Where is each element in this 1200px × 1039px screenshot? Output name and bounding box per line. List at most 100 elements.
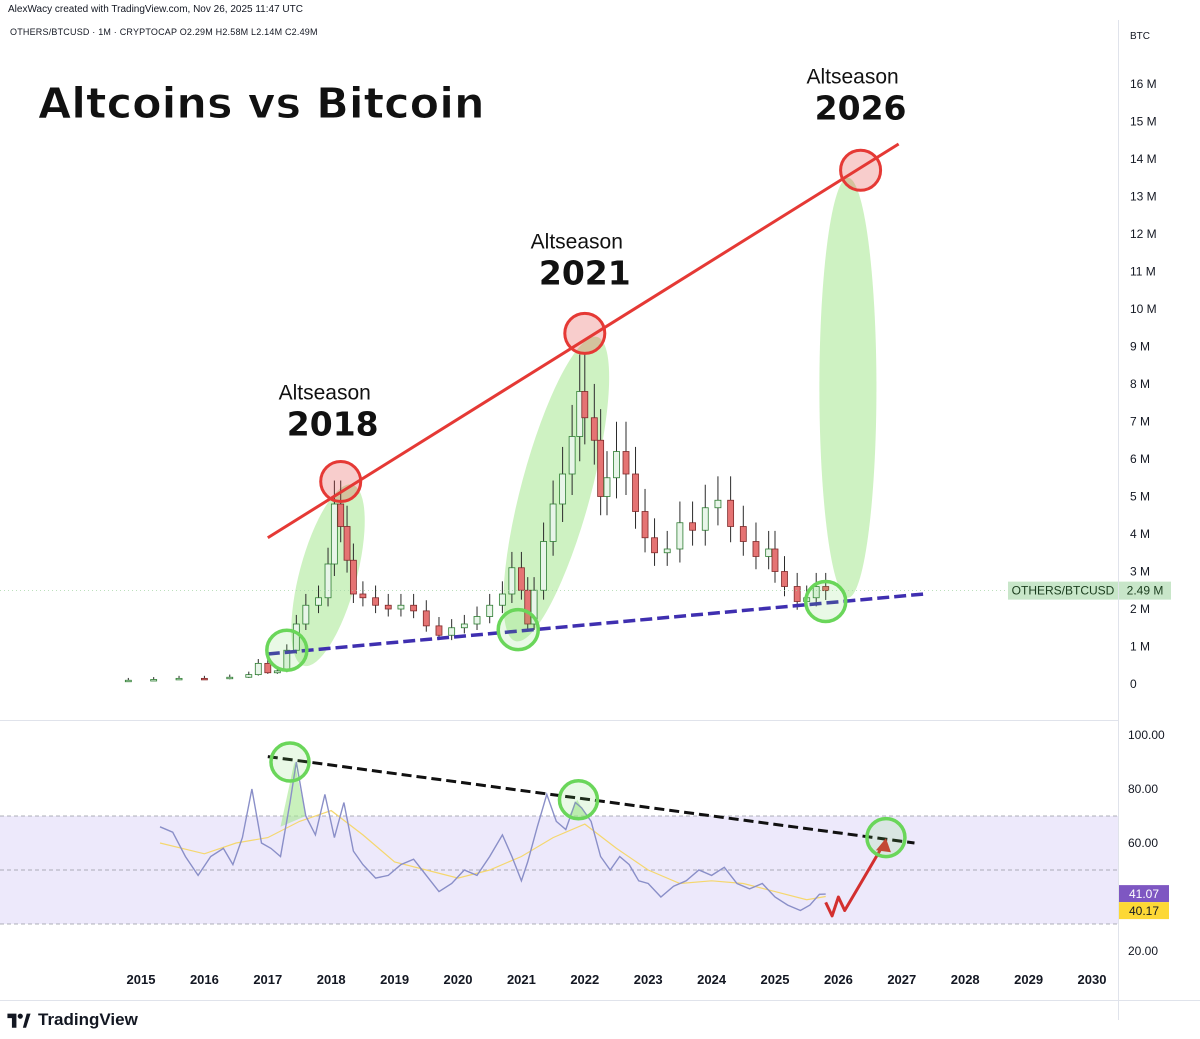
candle-body-12 [315,597,322,606]
rsi-value-badge [1119,885,1169,903]
price-tick-3: 3 M [1130,565,1150,579]
candle-body-45 [632,473,639,512]
annotation-year-1: 2021 [539,253,631,292]
candle-body-26 [460,623,468,629]
time-tick-6: 2021 [507,972,536,987]
rsi-projection-arrowhead [875,838,891,853]
candle-body-7 [264,662,272,674]
candle-body-18 [359,593,367,599]
price-tick-13: 13 M [1130,190,1157,204]
price-tick-15: 15 M [1130,115,1157,129]
rsi-circle-0 [269,741,311,783]
price-tick-11: 11 M [1130,265,1156,279]
candle-body-41 [597,439,605,497]
rsi-band [0,816,1118,924]
tradingview-brand: TradingView [38,1010,138,1029]
candle-body-40 [590,417,598,441]
price-axis-unit: BTC [1130,31,1150,42]
last-price-badge-text: 2.49 M [1127,584,1164,598]
price-tick-7: 7 M [1130,415,1150,429]
candle-body-52 [714,499,722,509]
series-name-badge-text: OTHERS/BTCUSD [1012,584,1115,598]
resistance-trendline [267,142,900,540]
candle-body-11 [302,604,310,625]
rsi-circle-1 [557,779,600,821]
price-tick-1: 1 M [1130,640,1150,654]
tradingview-logo-icon [7,1013,31,1028]
annotation-label-1: Altseason [531,230,623,253]
bottom-circle-1 [496,607,540,652]
price-tick-2: 2 M [1130,602,1150,616]
price-tick-8: 8 M [1130,377,1150,391]
candle-body-46 [641,511,649,539]
bottom-circle-2 [803,579,848,624]
candle-body-17 [349,559,357,595]
time-tick-7: 2022 [570,972,599,987]
annotation-label-0: Altseason [279,382,371,405]
candle-body-27 [473,616,481,625]
candle-body-57 [771,548,779,572]
candle-body-2 [175,677,183,681]
price-tick-10: 10 M [1130,302,1157,316]
price-tick-6: 6 M [1130,452,1150,466]
price-tick-0: 0 [1130,677,1137,691]
candle-body-62 [822,586,830,592]
candle-body-39 [581,391,589,419]
rsi-tick-0: 100.00 [1128,728,1165,742]
annotation-year-0: 2018 [287,405,379,444]
time-tick-5: 2020 [444,972,473,987]
rsi-circle-2 [865,816,907,859]
symbol-ohlc-legend: OTHERS/BTCUSD · 1M · CRYPTOCAP O2.29M H2… [10,27,318,37]
candle-body-14 [330,503,338,565]
pane-divider[interactable] [0,720,1118,721]
candle-body-42 [603,477,611,497]
price-tick-4: 4 M [1130,527,1150,541]
candle-body-35 [549,503,557,542]
rsi-trendline [267,755,915,845]
candle-body-33 [530,589,538,625]
axes: BTC 0 1 M 2 M 3 M 4 M 5 M 6 M 7 M 8 M 9 M 10 M 11 M 1… [127,31,1171,987]
rsi-tick-1: 80.00 [1128,782,1158,796]
time-tick-11: 2026 [824,972,853,987]
time-tick-15: 2030 [1078,972,1107,987]
candle-body-56 [765,548,773,557]
candle-body-36 [559,473,567,505]
bottom-circle-0 [265,628,309,672]
price-tick-12: 12 M [1130,227,1157,241]
chart-credit: AlexWacy created with TradingView.com, N… [8,4,303,15]
price-tick-5: 5 M [1130,490,1150,504]
support-trendline [267,592,925,656]
time-tick-0: 2015 [127,972,156,987]
rsi-ma-line [159,809,826,901]
candle-body-4 [226,676,234,680]
candle-body-53 [727,499,735,527]
candle-body-5 [245,674,253,678]
candle-body-43 [613,451,620,479]
time-tick-2: 2017 [253,972,282,987]
highlight-ellipse-2 [819,177,877,598]
candle-body-28 [486,604,494,617]
annotation-year-2: 2026 [815,88,907,127]
candle-body-23 [422,610,430,627]
tradingview-footer[interactable]: TradingView [6,1010,138,1030]
candle-body-55 [752,541,760,557]
candle-body-25 [448,627,456,636]
time-tick-9: 2024 [697,972,727,987]
rsi-pane [0,741,1118,925]
candle-body-19 [372,597,379,606]
candle-body-22 [410,604,418,612]
candle-body-44 [622,451,630,475]
time-axis-divider [0,1000,1200,1001]
candle-body-0 [124,679,132,683]
time-tick-10: 2025 [761,972,790,987]
rsi-value-badge-text: 41.07 [1129,887,1159,901]
price-tick-16: 16 M [1130,77,1157,91]
rsi-peak-fill-0 [280,762,306,827]
price-tick-14: 14 M [1130,152,1157,166]
candle-body-49 [676,522,684,550]
candle-body-13 [324,563,332,599]
candle-body-37 [568,436,576,475]
candle-body-54 [739,526,747,542]
candle-body-31 [518,567,525,591]
